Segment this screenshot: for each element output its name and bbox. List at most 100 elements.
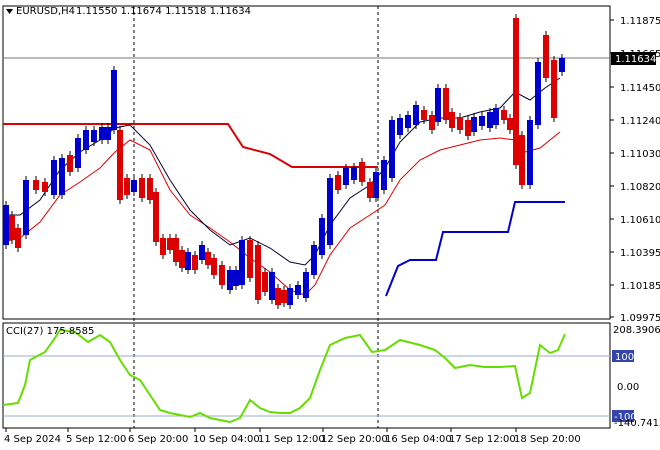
candle-body[interactable]: [269, 272, 275, 300]
price-tick-label: 1.10185: [620, 281, 660, 292]
candle-body[interactable]: [117, 130, 123, 200]
candle-body[interactable]: [543, 35, 549, 78]
candle-body[interactable]: [59, 158, 65, 195]
candle-body[interactable]: [413, 105, 419, 125]
candle-body[interactable]: [139, 178, 145, 198]
candle-body[interactable]: [67, 155, 73, 172]
candle-body[interactable]: [559, 58, 565, 72]
candle-body[interactable]: [493, 108, 499, 125]
candle-body[interactable]: [359, 162, 365, 182]
candle-body[interactable]: [160, 238, 166, 255]
candle-body[interactable]: [83, 130, 89, 150]
candle-body[interactable]: [501, 110, 507, 120]
candle-body[interactable]: [227, 270, 233, 290]
time-tick-label: 17 Sep 12:00: [449, 434, 516, 445]
candle-body[interactable]: [527, 120, 533, 185]
candle-body[interactable]: [421, 110, 427, 120]
time-tick-label: 11 Sep 12:00: [258, 434, 325, 445]
candle-body[interactable]: [397, 118, 403, 135]
candle-body[interactable]: [262, 272, 268, 292]
candle-body[interactable]: [429, 115, 435, 130]
cci-level-minus-100-label: -100: [614, 412, 637, 423]
candle-body[interactable]: [373, 172, 379, 198]
candle-body[interactable]: [51, 160, 57, 195]
price-tick-label: 1.11240: [620, 116, 660, 127]
candle-body[interactable]: [275, 288, 281, 305]
candle-body[interactable]: [449, 112, 455, 128]
candle-body[interactable]: [381, 160, 387, 190]
candle-body[interactable]: [173, 238, 179, 262]
candle-body[interactable]: [153, 192, 159, 242]
candle-body[interactable]: [192, 255, 198, 270]
price-tick-label: 1.09975: [620, 313, 660, 324]
symbol-label: EURUSD,H4: [16, 6, 75, 17]
candle-body[interactable]: [105, 127, 111, 140]
time-tick-label: 6 Sep 20:00: [128, 434, 188, 445]
candle-body[interactable]: [551, 60, 557, 118]
candle-body[interactable]: [535, 62, 541, 125]
candle-body[interactable]: [185, 252, 191, 270]
candle-body[interactable]: [15, 228, 21, 248]
candle-body[interactable]: [124, 178, 130, 195]
candle-body[interactable]: [9, 215, 15, 240]
time-tick-label: 12 Sep 20:00: [321, 434, 388, 445]
candle-body[interactable]: [91, 130, 97, 142]
candle-body[interactable]: [351, 167, 357, 180]
cci-min-label: -140.7412: [614, 418, 660, 429]
candle-body[interactable]: [99, 127, 105, 140]
price-tick-label: 1.10820: [620, 182, 660, 193]
candle-body[interactable]: [247, 240, 253, 278]
cci-level-badge: [612, 350, 634, 362]
cci-line: [2, 328, 566, 424]
candle-body[interactable]: [389, 120, 395, 178]
candle-body[interactable]: [205, 252, 211, 265]
candle-body[interactable]: [507, 118, 513, 130]
candle-body[interactable]: [513, 18, 519, 165]
candle-body[interactable]: [179, 250, 185, 268]
candlestick-series[interactable]: [3, 14, 565, 309]
candle-body[interactable]: [255, 245, 261, 300]
chevron-down-icon[interactable]: [6, 9, 13, 14]
candle-body[interactable]: [131, 180, 137, 192]
candle-body[interactable]: [167, 238, 173, 250]
candle-body[interactable]: [405, 115, 411, 128]
candle-body[interactable]: [219, 265, 225, 285]
cci-max-label: 208.3906: [613, 325, 660, 336]
candle-body[interactable]: [465, 120, 471, 136]
candle-body[interactable]: [435, 88, 441, 122]
candle-body[interactable]: [471, 117, 477, 132]
candle-body[interactable]: [42, 182, 48, 192]
candle-body[interactable]: [287, 288, 293, 305]
candle-body[interactable]: [23, 180, 29, 235]
candle-body[interactable]: [199, 245, 205, 260]
candle-body[interactable]: [3, 205, 9, 245]
candle-body[interactable]: [367, 182, 373, 198]
candle-body[interactable]: [33, 180, 39, 190]
candle-body[interactable]: [281, 290, 287, 303]
time-tick-label: 18 Sep 20:00: [514, 434, 581, 445]
candle-body[interactable]: [335, 175, 341, 190]
time-tick-label: 5 Sep 12:00: [66, 434, 126, 445]
candle-body[interactable]: [233, 270, 239, 286]
candle-body[interactable]: [519, 135, 525, 185]
candle-body[interactable]: [239, 240, 245, 285]
candle-body[interactable]: [457, 117, 463, 130]
candle-body[interactable]: [343, 168, 349, 185]
resistance-line: [3, 123, 378, 168]
candle-body[interactable]: [211, 258, 217, 275]
indicator-pane[interactable]: [2, 322, 611, 429]
price-tick-label: 1.11875: [620, 16, 660, 27]
candle-body[interactable]: [443, 88, 449, 120]
candle-body[interactable]: [147, 178, 153, 200]
candle-body[interactable]: [295, 285, 301, 295]
cci-level-100-label: 100: [615, 352, 634, 363]
candle-body[interactable]: [111, 70, 117, 130]
candle-body[interactable]: [303, 272, 309, 298]
candle-body[interactable]: [487, 112, 493, 128]
candle-body[interactable]: [75, 138, 81, 168]
candle-body[interactable]: [311, 245, 317, 275]
candle-body[interactable]: [319, 218, 325, 255]
candle-body[interactable]: [327, 178, 333, 245]
candle-body[interactable]: [479, 116, 485, 126]
